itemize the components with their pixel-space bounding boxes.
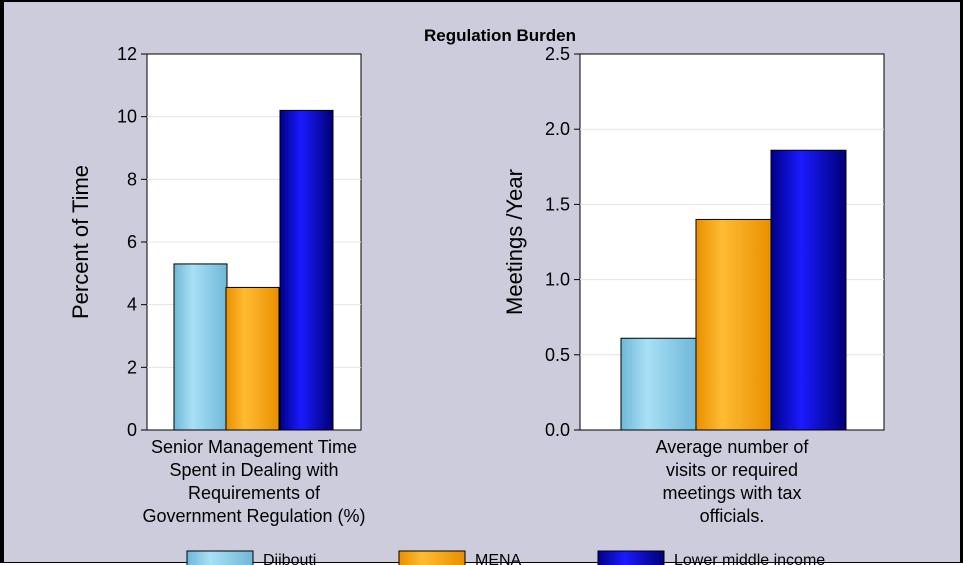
bar-lower-middle-income <box>279 109 334 431</box>
category-label-line: Government Regulation (%) <box>142 506 365 526</box>
y-axis-label: Percent of Time <box>68 165 93 319</box>
chart-title: Regulation Burden <box>424 26 576 45</box>
bar-djibouti <box>620 337 697 431</box>
y-tick-label: 0.0 <box>545 420 570 440</box>
y-axis-label: Meetings /Year <box>502 169 527 315</box>
y-tick-label: 2.0 <box>545 119 570 139</box>
legend-swatch-djibouti <box>186 550 254 565</box>
y-tick-label: 8 <box>127 169 137 189</box>
y-tick-label: 0 <box>127 420 137 440</box>
bar-mena <box>225 286 280 431</box>
bar-djibouti <box>173 263 228 431</box>
category-label-line: Average number of <box>656 437 810 457</box>
bar-lower-middle-income <box>770 149 847 431</box>
legend-label-djibouti: Djibouti <box>263 552 316 565</box>
bar-mena <box>695 218 772 431</box>
legend-label-lower-middle-income: Lower middle income <box>674 552 825 565</box>
category-label-line: meetings with tax <box>662 483 801 503</box>
panel-senior-management-time: 0 2 4 6 8 10 12 Percent of Time Senior Managemen… <box>68 44 366 526</box>
category-label-line: Senior Management Time <box>151 437 357 457</box>
legend-swatch-lower-middle-income <box>597 550 665 565</box>
category-label-line: Requirements of <box>188 483 321 503</box>
category-label-line: officials. <box>700 506 765 526</box>
y-tick-label: 2.5 <box>545 44 570 64</box>
legend-swatch-mena <box>398 550 466 565</box>
y-tick-label: 1.5 <box>545 194 570 214</box>
y-tick-label: 1.0 <box>545 270 570 290</box>
y-tick-label: 12 <box>117 44 137 64</box>
y-tick-label: 10 <box>117 107 137 127</box>
regulation-burden-chart: Regulation Burden 0 2 4 6 8 10 12 Percent of Ti… <box>68 26 885 565</box>
y-tick-label: 6 <box>127 232 137 252</box>
y-tick-label: 2 <box>127 357 137 377</box>
legend-label-mena: MENA <box>475 552 522 565</box>
panel-tax-meetings: 0.0 0.5 1.0 1.5 2.0 2.5 Meetings /Year Average … <box>502 44 885 526</box>
category-label-line: visits or required <box>666 460 798 480</box>
category-label-line: Spent in Dealing with <box>169 460 338 480</box>
y-tick-label: 0.5 <box>545 345 570 365</box>
y-tick-label: 4 <box>127 295 137 315</box>
legend: Djibouti MENA Lower middle income <box>186 550 825 565</box>
